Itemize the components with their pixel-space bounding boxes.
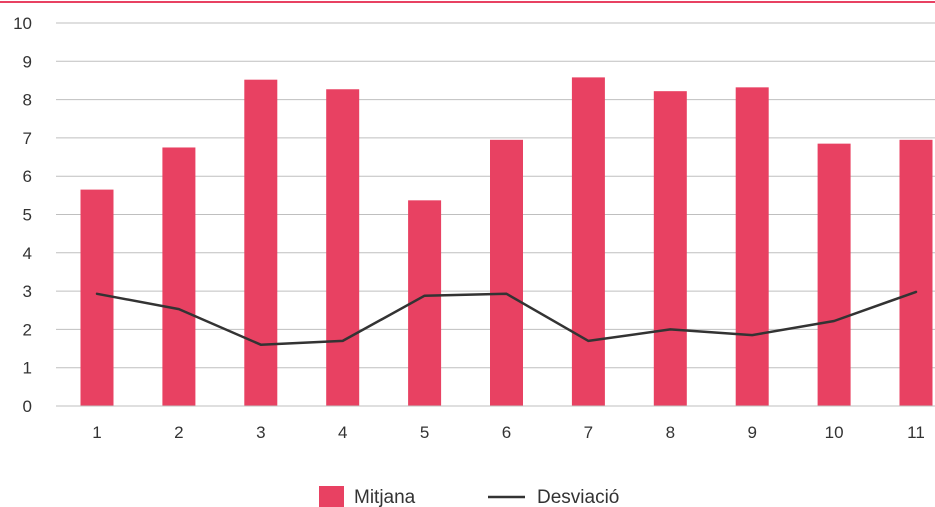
bar	[162, 147, 196, 406]
y-tick-label: 1	[23, 359, 32, 378]
y-tick-label: 9	[23, 52, 32, 71]
x-tick-label: 9	[747, 423, 756, 442]
y-tick-label: 4	[23, 244, 32, 263]
x-tick-label: 7	[584, 423, 593, 442]
legend-swatch-mitjana	[319, 486, 344, 507]
legend-label-mitjana: Mitjana	[354, 487, 416, 507]
y-tick-label: 7	[23, 129, 32, 148]
x-tick-label: 10	[825, 423, 844, 442]
series-line	[95, 290, 918, 346]
x-tick-label: 2	[174, 423, 183, 442]
x-tick-label: 3	[256, 423, 265, 442]
bar	[653, 91, 687, 406]
y-axis-ticks: 0 1 2 3 4 5 6 7 8 9 10	[13, 14, 32, 416]
x-tick-label: 8	[666, 423, 675, 442]
bar	[899, 139, 933, 406]
y-tick-label: 2	[23, 320, 32, 339]
bar	[80, 189, 114, 406]
bar	[735, 87, 769, 407]
bar	[326, 89, 360, 406]
y-tick-label: 8	[23, 91, 32, 110]
x-tick-label: 4	[338, 423, 347, 442]
y-tick-label: 5	[23, 206, 32, 225]
y-tick-label: 10	[13, 14, 32, 33]
x-tick-label: 11	[907, 423, 925, 442]
bar	[490, 139, 523, 406]
x-tick-label: 5	[420, 423, 429, 442]
x-tick-label: 1	[92, 423, 101, 442]
bar-series-mitjana	[80, 77, 933, 407]
y-tick-label: 3	[23, 282, 32, 301]
x-tick-label: 6	[502, 423, 511, 442]
bar	[571, 77, 605, 407]
y-tick-label: 6	[23, 167, 32, 186]
line-series-desviacio	[95, 290, 918, 346]
bar	[817, 143, 851, 406]
y-tick-label: 0	[23, 397, 32, 416]
legend-label-desviacio: Desviació	[537, 487, 619, 507]
legend: Mitjana Desviació	[319, 486, 619, 507]
bar	[244, 79, 278, 407]
x-axis-ticks: 1 2 3 4 5 6 7 8 9 10 11	[92, 423, 925, 442]
